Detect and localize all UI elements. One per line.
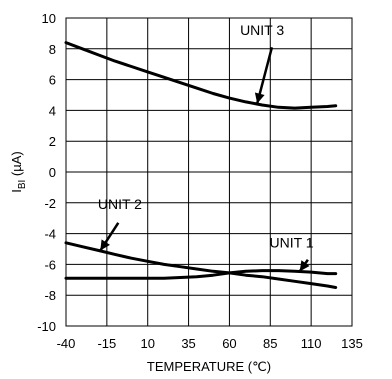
- x-tick-label: 10: [140, 336, 154, 351]
- annotation-label-unit-2: UNIT 2: [98, 196, 142, 212]
- plot-frame: [65, 17, 353, 327]
- grid: [65, 17, 353, 327]
- x-tick-labels: -40 -15 10 35 60 85 110 135: [57, 336, 363, 351]
- series-line-unit-2: [64, 241, 338, 289]
- annotation-arrowhead-unit-3: [254, 92, 265, 104]
- y-tick-label: 6: [49, 73, 56, 88]
- annotation-label-unit-1: UNIT 1: [269, 234, 313, 250]
- x-tick-label: 85: [263, 336, 277, 351]
- annotation-label-unit-3: UNIT 3: [240, 22, 284, 38]
- y-axis-title-subscript: BI: [17, 180, 28, 189]
- x-tick-label: 110: [301, 336, 322, 351]
- y-tick-label: 10: [42, 11, 56, 26]
- annotation-arrowhead-unit-1: [299, 260, 310, 272]
- y-tick-label: -8: [44, 288, 56, 303]
- x-tick-label: 60: [222, 336, 236, 351]
- annotation-arrowhead-unit-2: [100, 239, 110, 251]
- annotations: UNIT 3 UNIT 2 UNIT 1: [98, 22, 314, 273]
- x-tick-label: 35: [181, 336, 195, 351]
- series-line-unit-1: [64, 269, 338, 280]
- y-axis-title-main: I: [9, 189, 24, 193]
- y-axis-title-unit: (µA): [9, 151, 24, 179]
- y-tick-label: -4: [44, 227, 56, 242]
- y-tick-label: 0: [49, 165, 56, 180]
- y-tick-label: -6: [44, 257, 56, 272]
- series-lines: [64, 41, 338, 289]
- x-tick-label: -15: [97, 336, 116, 351]
- series-line-unit-3: [64, 41, 338, 110]
- x-tick-label: 135: [341, 336, 363, 351]
- y-tick-label: -10: [37, 319, 56, 334]
- x-tick-label: -40: [57, 336, 76, 351]
- y-tick-label: 2: [49, 134, 56, 149]
- y-tick-label: 4: [49, 103, 56, 118]
- y-axis-title: IBI (µA): [9, 151, 28, 193]
- y-tick-labels: -10 -8 -6 -4 -2 0 2 4 6 8 10: [37, 11, 56, 334]
- x-axis-title: TEMPERATURE (℃): [147, 359, 271, 374]
- y-tick-label: -2: [44, 196, 56, 211]
- y-tick-label: 8: [49, 42, 56, 57]
